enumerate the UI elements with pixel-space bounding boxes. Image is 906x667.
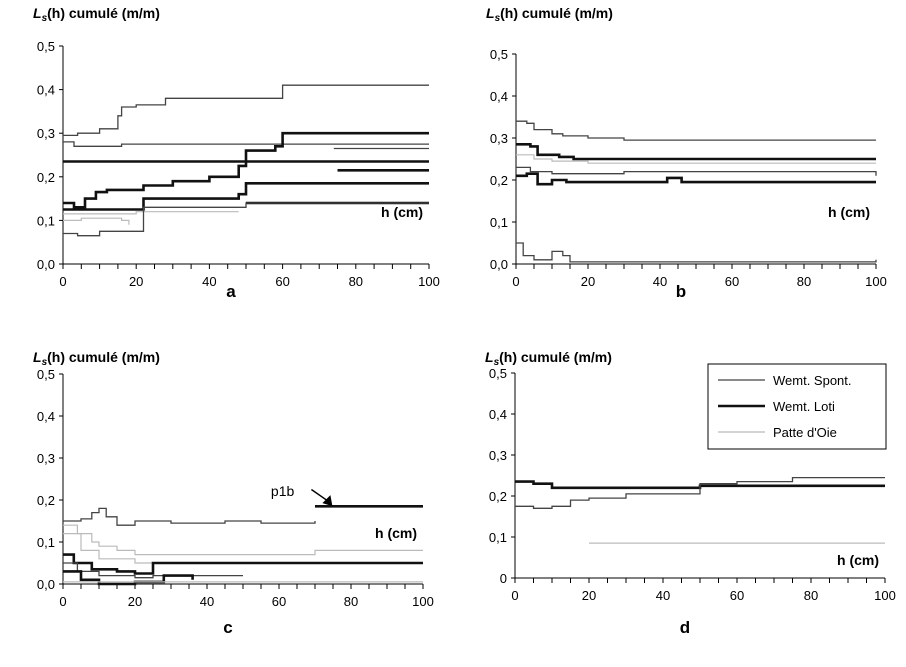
y-tick-label: 0,3 <box>490 131 508 146</box>
y-tick-label: 0,4 <box>489 407 507 422</box>
series-line <box>63 85 429 135</box>
y-tick-label: 0,3 <box>37 126 55 141</box>
series-line <box>516 174 876 185</box>
x-tick-label: 60 <box>275 274 289 289</box>
x-tick-label: 100 <box>865 274 887 289</box>
y-axis-label: Ls(h) cumulé (m/m) <box>33 349 160 368</box>
series-line <box>63 218 129 225</box>
x-axis-label: h (cm) <box>837 552 879 568</box>
x-tick-label: 0 <box>512 274 519 289</box>
series-line <box>63 555 423 574</box>
y-tick-label: 0 <box>500 571 507 586</box>
y-tick-label: 0,1 <box>37 535 55 550</box>
x-tick-label: 40 <box>200 594 214 609</box>
legend-label: Patte d'Oie <box>773 425 837 440</box>
legend-label: Wemt. Loti <box>773 399 835 414</box>
chart-panel-c: Ls(h) cumulé (m/m) 0,0 0,1 0,2 0,3 0,4 0,5 0 20 4… <box>33 349 434 637</box>
x-tick-label: 20 <box>581 274 595 289</box>
y-tick-label: 0,2 <box>37 170 55 185</box>
chart-panel-d: Ls(h) cumulé (m/m)00,10,20,30,40,50 20 40 6… <box>485 349 896 637</box>
y-tick-label: 0,5 <box>37 367 55 382</box>
y-tick-label: 0,1 <box>489 530 507 545</box>
x-tick-label: 0 <box>511 588 518 603</box>
series-line <box>515 478 885 509</box>
series-line <box>63 203 429 236</box>
series-line <box>63 534 153 563</box>
series-line <box>63 212 239 214</box>
x-tick-label: 60 <box>725 274 739 289</box>
x-tick-label: 100 <box>874 588 896 603</box>
series-line <box>516 167 876 175</box>
y-tick-label: 0,4 <box>37 83 55 98</box>
x-tick-label: 60 <box>272 594 286 609</box>
series-line <box>63 508 315 525</box>
arrow-head <box>322 495 332 506</box>
legend: Wemt. Spont. Wemt. Loti Patte d'Oie <box>708 364 886 449</box>
y-tick-label: 0,2 <box>489 489 507 504</box>
x-axis-label: h (cm) <box>375 525 417 541</box>
panel-label: a <box>226 282 236 301</box>
y-tick-label: 0,0 <box>37 257 55 272</box>
series-line <box>516 243 876 262</box>
x-tick-label: 20 <box>129 274 143 289</box>
y-tick-label: 0,5 <box>489 366 507 381</box>
x-tick-label: 80 <box>344 594 358 609</box>
y-tick-label: 0,3 <box>37 451 55 466</box>
y-axis-label: Ls(h) cumulé (m/m) <box>486 5 613 24</box>
series-line <box>63 525 423 554</box>
x-tick-label: 80 <box>349 274 363 289</box>
y-tick-label: 0,1 <box>37 213 55 228</box>
chart-panel-a: Ls(h) cumulé (m/m) 0,0 0,1 0,2 0,3 0,4 0,5 0 20 4… <box>33 5 440 301</box>
series-line <box>63 142 429 146</box>
x-tick-label: 40 <box>653 274 667 289</box>
y-tick-label: 0,5 <box>37 39 55 54</box>
panel-label: d <box>680 618 690 637</box>
chart-panel-b: Ls(h) cumulé (m/m) 0,0 0,1 0,2 0,3 0,4 0,5 0 20 4… <box>486 5 887 301</box>
series-line <box>516 144 876 159</box>
y-tick-label: 0,0 <box>490 257 508 272</box>
y-tick-label: 0,2 <box>37 493 55 508</box>
legend-label: Wemt. Spont. <box>773 373 852 388</box>
series-line <box>516 121 876 140</box>
x-tick-label: 100 <box>418 274 440 289</box>
y-tick-label: 0,2 <box>490 173 508 188</box>
x-axis-label: h (cm) <box>828 204 870 220</box>
x-axis-label: h (cm) <box>381 204 423 220</box>
panel-label: b <box>676 282 686 301</box>
x-tick-label: 20 <box>128 594 142 609</box>
y-axis-label: Ls(h) cumulé (m/m) <box>33 5 160 24</box>
panel-label: c <box>223 618 232 637</box>
y-tick-label: 0,4 <box>37 409 55 424</box>
y-tick-label: 0,4 <box>490 89 508 104</box>
x-tick-label: 60 <box>730 588 744 603</box>
y-tick-label: 0,0 <box>37 577 55 592</box>
y-tick-label: 0,3 <box>489 448 507 463</box>
y-tick-label: 0,1 <box>490 215 508 230</box>
x-tick-label: 40 <box>202 274 216 289</box>
x-tick-label: 0 <box>59 274 66 289</box>
y-tick-label: 0,5 <box>490 47 508 62</box>
x-tick-label: 0 <box>59 594 66 609</box>
x-tick-label: 80 <box>797 274 811 289</box>
x-tick-label: 80 <box>804 588 818 603</box>
annotation-p1b: p1b <box>271 483 295 499</box>
x-tick-label: 100 <box>412 594 434 609</box>
x-tick-label: 20 <box>582 588 596 603</box>
x-tick-label: 40 <box>656 588 670 603</box>
